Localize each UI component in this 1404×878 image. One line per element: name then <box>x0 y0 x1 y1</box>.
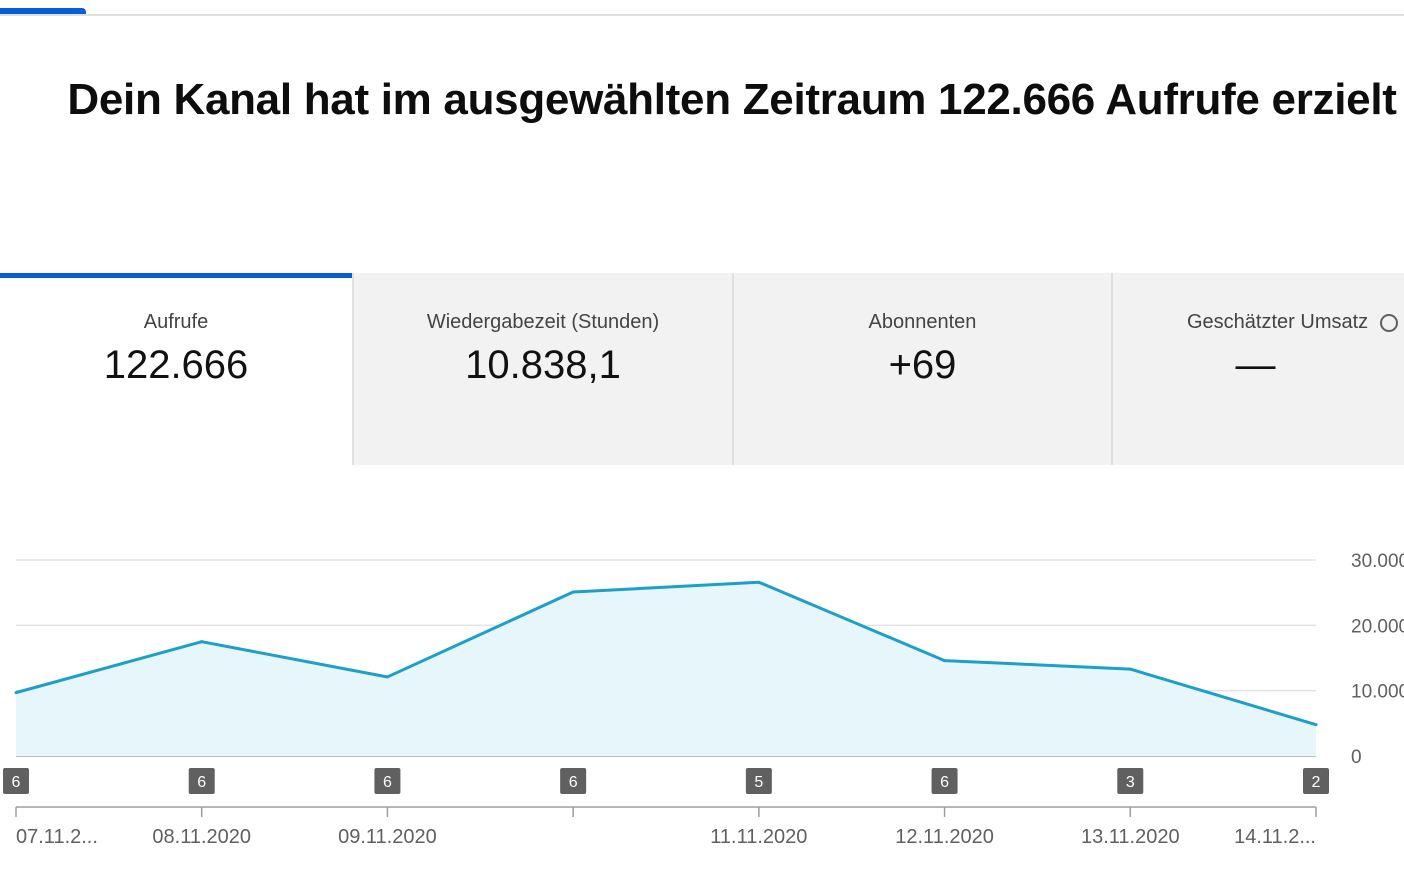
data-point <box>943 659 947 663</box>
info-icon[interactable] <box>1380 313 1399 332</box>
x-tick-label: 07.11.2... <box>16 826 98 848</box>
video-count-badge <box>931 768 958 794</box>
badge-label: 6 <box>12 774 21 791</box>
metric-label: Aufrufe <box>143 311 209 333</box>
video-count-badge <box>560 768 587 794</box>
video-count-badge <box>188 768 215 794</box>
badge-label: 6 <box>383 774 392 791</box>
tab-wiedergabezeit[interactable]: Wiedergabezeit (Stunden) 10.838,1 <box>352 273 732 465</box>
video-count-badge <box>3 768 29 794</box>
y-tick-label: 0 <box>1351 747 1362 768</box>
page-headline: Dein Kanal hat im ausgewählten Zeitraum … <box>67 75 1397 124</box>
data-point <box>200 640 204 644</box>
x-tick-label: 13.11.2020 <box>1081 826 1180 848</box>
chart-svg: 0 10.000 20.000 30.000 6 6 6 6 5 6 3 2 07.11.2... 08.… <box>3 551 1404 848</box>
metric-value: 122.666 <box>103 343 249 387</box>
series-line <box>15 580 1317 727</box>
metric-value: 10.838,1 <box>465 343 621 387</box>
data-point <box>757 580 761 584</box>
tab-abonnenten[interactable]: Abonnenten +69 <box>732 273 1111 465</box>
metric-label: Abonnenten <box>868 311 977 333</box>
badge-label: 2 <box>1312 774 1321 791</box>
badge-label: 6 <box>197 774 206 791</box>
area-fill <box>16 582 1316 756</box>
y-tick-label: 20.000 <box>1351 616 1404 637</box>
video-count-badge <box>1117 768 1144 794</box>
data-point <box>385 675 389 679</box>
x-tick-label: 09.11.2020 <box>338 826 437 848</box>
metric-label: Geschätzter Umsatz <box>1187 311 1369 333</box>
data-point <box>1128 667 1132 671</box>
top-divider <box>0 14 1404 16</box>
badge-label: 6 <box>569 774 578 791</box>
video-count-badge <box>374 768 401 794</box>
top-tab-indicator <box>0 8 86 14</box>
metric-value: +69 <box>888 343 957 387</box>
y-tick-label: 30.000 <box>1351 551 1404 572</box>
x-tick-label: 11.11.2020 <box>710 826 807 848</box>
x-tick-label: 14.11.2... <box>1234 826 1316 848</box>
metric-label: Wiedergabezeit (Stunden) <box>426 311 660 333</box>
badge-label: 5 <box>754 774 763 791</box>
tab-geschaetzter-umsatz[interactable]: Geschätzter Umsatz — <box>1111 273 1404 465</box>
tab-aufrufe[interactable]: Aufrufe 122.666 <box>0 273 352 465</box>
metric-label-row: Geschätzter Umsatz <box>1187 311 1399 334</box>
data-point <box>1314 723 1318 727</box>
metric-tabs: Aufrufe 122.666 Wiedergabezeit (Stunden)… <box>0 273 1404 465</box>
y-tick-label: 10.000 <box>1351 682 1404 703</box>
data-point <box>14 691 18 695</box>
video-count-badge <box>1303 768 1329 794</box>
x-tick-label: 08.11.2020 <box>152 826 251 848</box>
video-count-badge <box>745 768 772 794</box>
badge-label: 3 <box>1126 774 1135 791</box>
active-tab-indicator <box>0 273 352 278</box>
metric-value: — <box>1235 343 1276 387</box>
views-chart: 0 10.000 20.000 30.000 6 6 6 6 5 6 3 2 07.11.2... 08.… <box>0 520 1404 878</box>
badge-label: 6 <box>940 774 949 791</box>
data-point <box>571 590 575 594</box>
x-tick-label: 12.11.2020 <box>895 826 994 848</box>
